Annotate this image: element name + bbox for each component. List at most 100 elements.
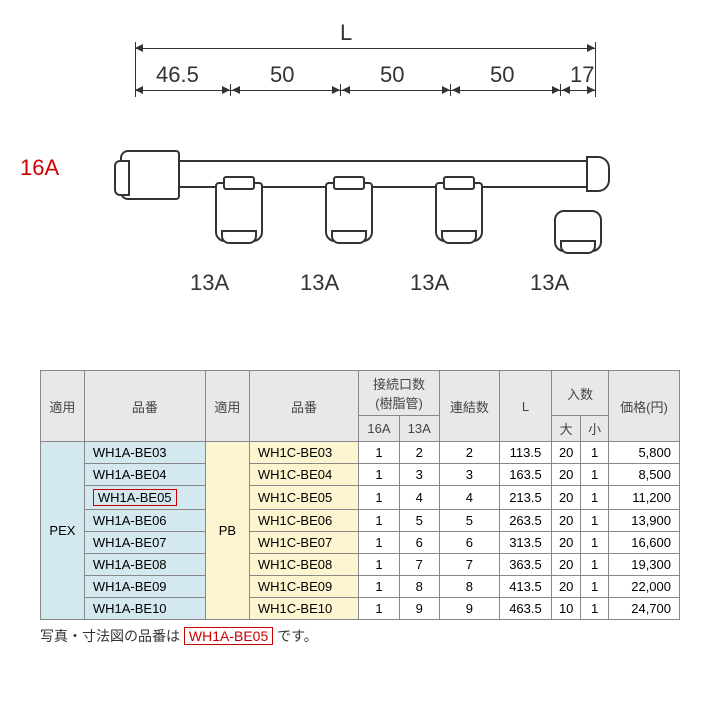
cell-joints: 8 [439, 576, 499, 598]
cell-c16: 1 [359, 464, 399, 486]
cell-part1: WH1A-BE07 [84, 532, 205, 554]
cell-big: 20 [551, 554, 580, 576]
cell-small: 1 [581, 442, 609, 464]
footnote-part: WH1A-BE05 [184, 627, 273, 645]
dim-val-2: 50 [380, 62, 404, 88]
cell-joints: 9 [439, 598, 499, 620]
cell-part2: WH1C-BE10 [249, 598, 359, 620]
cell-l: 363.5 [499, 554, 551, 576]
cell-c13: 8 [399, 576, 439, 598]
cell-c16: 1 [359, 442, 399, 464]
cell-c16: 1 [359, 510, 399, 532]
branch-4 [554, 210, 602, 252]
branch-label-1: 13A [190, 270, 229, 296]
footnote: 写真・寸法図の品番は WH1A-BE05 です。 [40, 626, 680, 646]
cell-c16: 1 [359, 598, 399, 620]
cell-joints: 5 [439, 510, 499, 532]
cell-c13: 7 [399, 554, 439, 576]
cell-c13: 2 [399, 442, 439, 464]
table-row: WH1A-BE04WH1C-BE04133163.52018,500 [41, 464, 680, 486]
table-row: WH1A-BE06WH1C-BE06155263.520113,900 [41, 510, 680, 532]
cell-big: 10 [551, 598, 580, 620]
cell-price: 22,000 [608, 576, 679, 598]
cell-part1: WH1A-BE10 [84, 598, 205, 620]
cell-group-pb: PB [205, 442, 249, 620]
col-length: L [499, 371, 551, 442]
cell-price: 24,700 [608, 598, 679, 620]
cell-big: 20 [551, 486, 580, 510]
col-joints: 連結数 [439, 371, 499, 442]
table-body: PEXWH1A-BE03PBWH1C-BE03122113.52015,800W… [41, 442, 680, 620]
branch-label-4: 13A [530, 270, 569, 296]
cell-c16: 1 [359, 486, 399, 510]
dim-val-4: 17 [570, 62, 594, 88]
table-row: WH1A-BE08WH1C-BE08177363.520119,300 [41, 554, 680, 576]
cell-big: 20 [551, 442, 580, 464]
dimension-diagram: L 46.5 50 50 50 17 16A 13A 13A 13A 13A [80, 20, 640, 300]
cell-big: 20 [551, 532, 580, 554]
dim-val-3: 50 [490, 62, 514, 88]
table-row: WH1A-BE07WH1C-BE07166313.520116,600 [41, 532, 680, 554]
footnote-prefix: 写真・寸法図の品番は [40, 628, 180, 644]
cell-l: 463.5 [499, 598, 551, 620]
col-qty-small: 小 [581, 416, 609, 442]
col-conn-16a: 16A [359, 416, 399, 442]
cell-joints: 2 [439, 442, 499, 464]
branch-1 [215, 182, 263, 242]
cell-big: 20 [551, 510, 580, 532]
cell-price: 5,800 [608, 442, 679, 464]
cell-part1: WH1A-BE05 [84, 486, 205, 510]
col-part2: 品番 [249, 371, 359, 442]
cell-c13: 9 [399, 598, 439, 620]
cell-small: 1 [581, 532, 609, 554]
col-conn: 接続口数 (樹脂管) [359, 371, 440, 416]
dim-segments-line [135, 90, 595, 91]
table-row: PEXWH1A-BE03PBWH1C-BE03122113.52015,800 [41, 442, 680, 464]
cell-small: 1 [581, 486, 609, 510]
branch-label-2: 13A [300, 270, 339, 296]
col-qty-big: 大 [551, 416, 580, 442]
cell-joints: 7 [439, 554, 499, 576]
cell-price: 8,500 [608, 464, 679, 486]
cell-group-pex: PEX [41, 442, 85, 620]
cell-l: 313.5 [499, 532, 551, 554]
cell-big: 20 [551, 464, 580, 486]
spec-table: 適用 品番 適用 品番 接続口数 (樹脂管) 連結数 L 入数 価格(円) 16… [40, 370, 680, 620]
cell-joints: 4 [439, 486, 499, 510]
cell-price: 13,900 [608, 510, 679, 532]
branch-2 [325, 182, 373, 242]
col-apply2: 適用 [205, 371, 249, 442]
cell-part1: WH1A-BE04 [84, 464, 205, 486]
inlet-fitting [120, 150, 180, 200]
dim-l-label: L [340, 20, 352, 46]
manifold-body [120, 150, 610, 200]
cell-c16: 1 [359, 532, 399, 554]
cell-part2: WH1C-BE09 [249, 576, 359, 598]
cell-part2: WH1C-BE08 [249, 554, 359, 576]
cell-big: 20 [551, 576, 580, 598]
cell-part2: WH1C-BE03 [249, 442, 359, 464]
cell-part1: WH1A-BE03 [84, 442, 205, 464]
cell-price: 16,600 [608, 532, 679, 554]
table-row: WH1A-BE09WH1C-BE09188413.520122,000 [41, 576, 680, 598]
cell-price: 19,300 [608, 554, 679, 576]
cell-joints: 6 [439, 532, 499, 554]
table-row: WH1A-BE10WH1C-BE10199463.510124,700 [41, 598, 680, 620]
cell-part2: WH1C-BE05 [249, 486, 359, 510]
cell-price: 11,200 [608, 486, 679, 510]
cell-l: 413.5 [499, 576, 551, 598]
cell-c13: 4 [399, 486, 439, 510]
cell-part1: WH1A-BE09 [84, 576, 205, 598]
cell-c13: 3 [399, 464, 439, 486]
branch-label-3: 13A [410, 270, 449, 296]
cell-l: 213.5 [499, 486, 551, 510]
col-qty: 入数 [551, 371, 608, 416]
cell-part1: WH1A-BE06 [84, 510, 205, 532]
cell-l: 163.5 [499, 464, 551, 486]
cell-small: 1 [581, 598, 609, 620]
cell-small: 1 [581, 554, 609, 576]
dim-val-1: 50 [270, 62, 294, 88]
end-cap [586, 156, 610, 192]
col-conn-13a: 13A [399, 416, 439, 442]
cell-small: 1 [581, 464, 609, 486]
